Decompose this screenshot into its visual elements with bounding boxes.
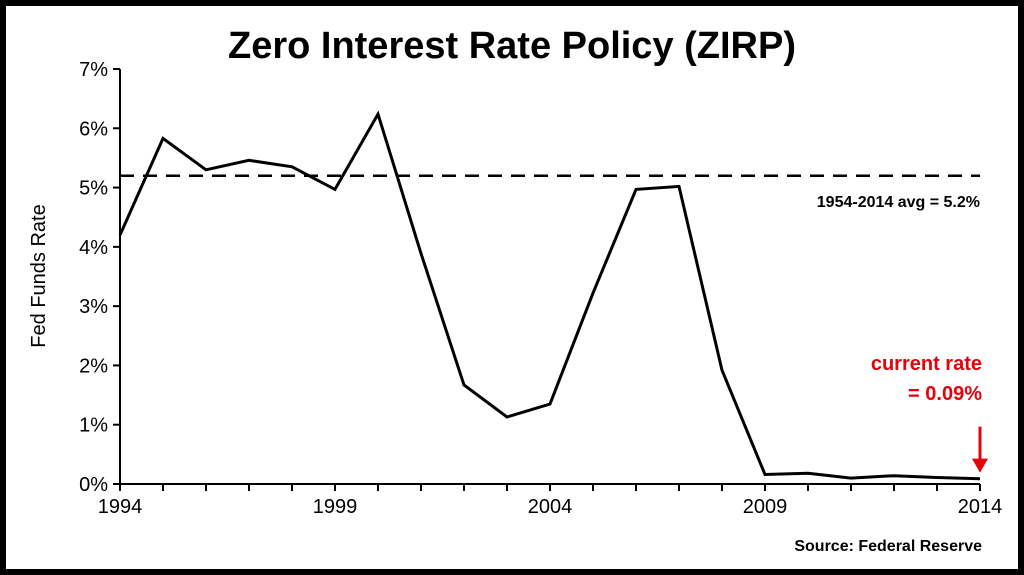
x-tick-label: 1999 bbox=[313, 496, 358, 518]
series-line bbox=[118, 110, 981, 481]
current-rate-arrow-icon bbox=[972, 426, 988, 473]
current-rate-value: = 0.09% bbox=[908, 383, 982, 405]
y-tick-label: 7% bbox=[79, 59, 108, 81]
y-tick-label: 3% bbox=[79, 296, 108, 318]
current-rate-label: current rate bbox=[871, 353, 982, 375]
x-tick-label: 2009 bbox=[743, 496, 788, 518]
tick-labels: 0% 1% 2% 3% 4% 5% 6% 7% 1994 1999 2004 2009 2014 bbox=[79, 59, 1002, 518]
source-note: Source: Federal Reserve bbox=[794, 538, 982, 555]
y-tick-label: 2% bbox=[79, 355, 108, 377]
axes bbox=[113, 68, 981, 491]
y-tick-label: 6% bbox=[79, 118, 108, 140]
arrow-head bbox=[972, 458, 988, 473]
average-annotation: 1954-2014 avg = 5.2% bbox=[817, 194, 980, 211]
x-tick-label: 2014 bbox=[958, 496, 1003, 518]
series-group bbox=[118, 110, 981, 481]
chart-title: Zero Interest Rate Policy (ZIRP) bbox=[228, 25, 796, 67]
x-tick-label: 2004 bbox=[528, 496, 573, 518]
chart-frame: Zero Interest Rate Policy (ZIRP) Fed Fun… bbox=[6, 6, 1018, 569]
y-tick-label: 0% bbox=[79, 474, 108, 496]
line-chart: Zero Interest Rate Policy (ZIRP) Fed Fun… bbox=[28, 25, 1002, 555]
y-tick-label: 1% bbox=[79, 415, 108, 437]
x-tick-label: 1994 bbox=[98, 496, 143, 518]
y-tick-label: 5% bbox=[79, 178, 108, 200]
y-tick-label: 4% bbox=[79, 237, 108, 259]
y-axis-label: Fed Funds Rate bbox=[28, 204, 50, 347]
